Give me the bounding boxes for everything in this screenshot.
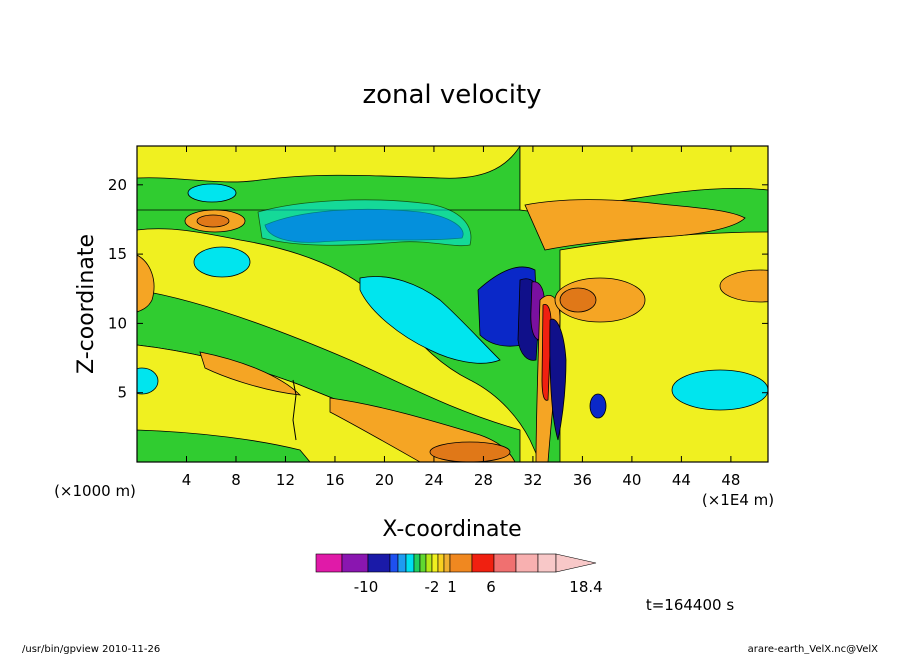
cyan-right-lower [671,369,768,411]
yellow-region-top-left [137,146,521,183]
y-tick-label: 15 [108,245,127,263]
x-unit-left: (×1000 m) [54,482,136,500]
colorbar-swatch [425,553,433,573]
x-tick-label: 24 [424,471,443,489]
orange-right-top-band [524,199,746,251]
footer-right: arare-earth_VelX.nc@VelX [748,644,879,654]
time-annotation: t=164400 s [646,596,734,614]
x-tick-label: 32 [523,471,542,489]
x-tick-label: 20 [375,471,394,489]
cyan-left-lower [137,367,159,395]
x-tick-label: 8 [231,471,241,489]
blue-lower-right [589,393,607,419]
y-tick-label: 5 [117,384,127,402]
colorbar-swatch [397,553,407,573]
x-tick-label: 36 [573,471,592,489]
plot-frame [136,145,769,463]
orange-bottom-mid [429,441,511,462]
orange-left-edge [137,254,155,313]
colorbar-extend-arrow [555,553,597,573]
y-axis: 5 10 15 20 [108,176,768,402]
y-tick-label: 20 [108,176,127,194]
y-axis-label: Z-coordinate [74,234,99,374]
colorbar-swatch [405,553,415,573]
colorbar-swatch [367,553,391,573]
colorbar-swatch [431,553,439,573]
x-tick-label: 16 [325,471,344,489]
updraft-spike [292,379,297,441]
colorbar-tick-label: 1 [447,578,457,596]
colorbar-swatch [341,553,369,573]
colorbar-swatch [449,553,473,573]
x-unit-right: (×1E4 m) [702,491,774,509]
yellow-right-mid [559,231,768,462]
x-tick-label: 48 [721,471,740,489]
chart-title: zonal velocity [362,80,541,110]
colorbar-swatch [419,553,427,573]
navy-jet [549,318,567,441]
x-tick-label: 12 [276,471,295,489]
x-tick-label: 4 [182,471,192,489]
colorbar-swatch [493,553,517,573]
plot-area [137,146,768,462]
cyan-upper-band [257,199,472,247]
x-tick-label: 40 [622,471,641,489]
colorbar-tick-label: 18.4 [569,578,602,596]
x-axis: 4 8 12 16 20 24 28 32 36 40 44 48 [182,146,740,489]
colorbar-swatch [537,553,557,573]
orange-lower-blob [199,351,302,396]
colorbar-swatch [389,553,399,573]
green-lower-left-band [137,429,311,462]
y-tick-label: 10 [108,314,127,332]
colorbar-swatch [315,553,343,573]
colorbar-tick-label: 6 [486,578,496,596]
footer-left: /usr/bin/gpview 2010-11-26 [22,644,160,654]
orange-right-edge [719,269,768,303]
colorbar-swatch [413,553,421,573]
colorbar-ticks: -10 -2 1 6 18.4 [354,578,603,596]
colorbar-tick-label: -10 [354,578,379,596]
cyan-left-mid [193,246,251,278]
colorbar-swatch [437,553,445,573]
cyan-top-left [187,183,237,203]
colorbar-tick-label: -2 [425,578,440,596]
colorbar-swatch [443,553,451,573]
x-axis-label: X-coordinate [382,517,521,542]
dark-orange-top-left [196,214,230,228]
cyan-central-large [359,276,501,364]
x-tick-label: 28 [474,471,493,489]
colorbar-swatch [515,553,539,573]
red-jet [541,304,552,401]
colorbar-swatch [471,553,495,573]
colorbar [315,553,597,573]
x-tick-label: 44 [672,471,691,489]
dark-orange-right-of-jet [559,287,597,313]
